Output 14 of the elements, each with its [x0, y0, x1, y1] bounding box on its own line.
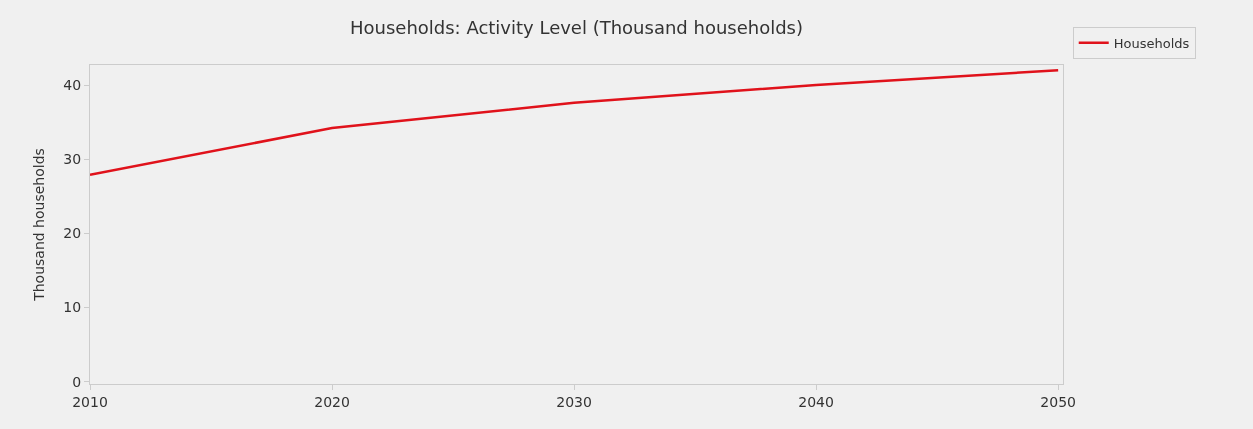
y-tick-label: 0 [72, 373, 82, 390]
y-tick-label: 10 [63, 299, 82, 316]
chart-title: Households: Activity Level (Thousand households) [349, 17, 804, 39]
x-tick-label: 2030 [556, 393, 592, 410]
legend-label: Households [1113, 35, 1190, 51]
x-tick-label: 2050 [1040, 393, 1076, 410]
x-tick-label: 2010 [72, 393, 108, 410]
y-tick-label: 40 [63, 76, 82, 93]
y-axis-title: Thousand households [30, 148, 47, 302]
x-tick-label: 2040 [798, 393, 834, 410]
y-tick-label: 20 [63, 225, 82, 242]
line-series [90, 68, 1060, 177]
x-tick-label: 2020 [314, 393, 350, 410]
y-tick-label: 30 [63, 151, 82, 168]
